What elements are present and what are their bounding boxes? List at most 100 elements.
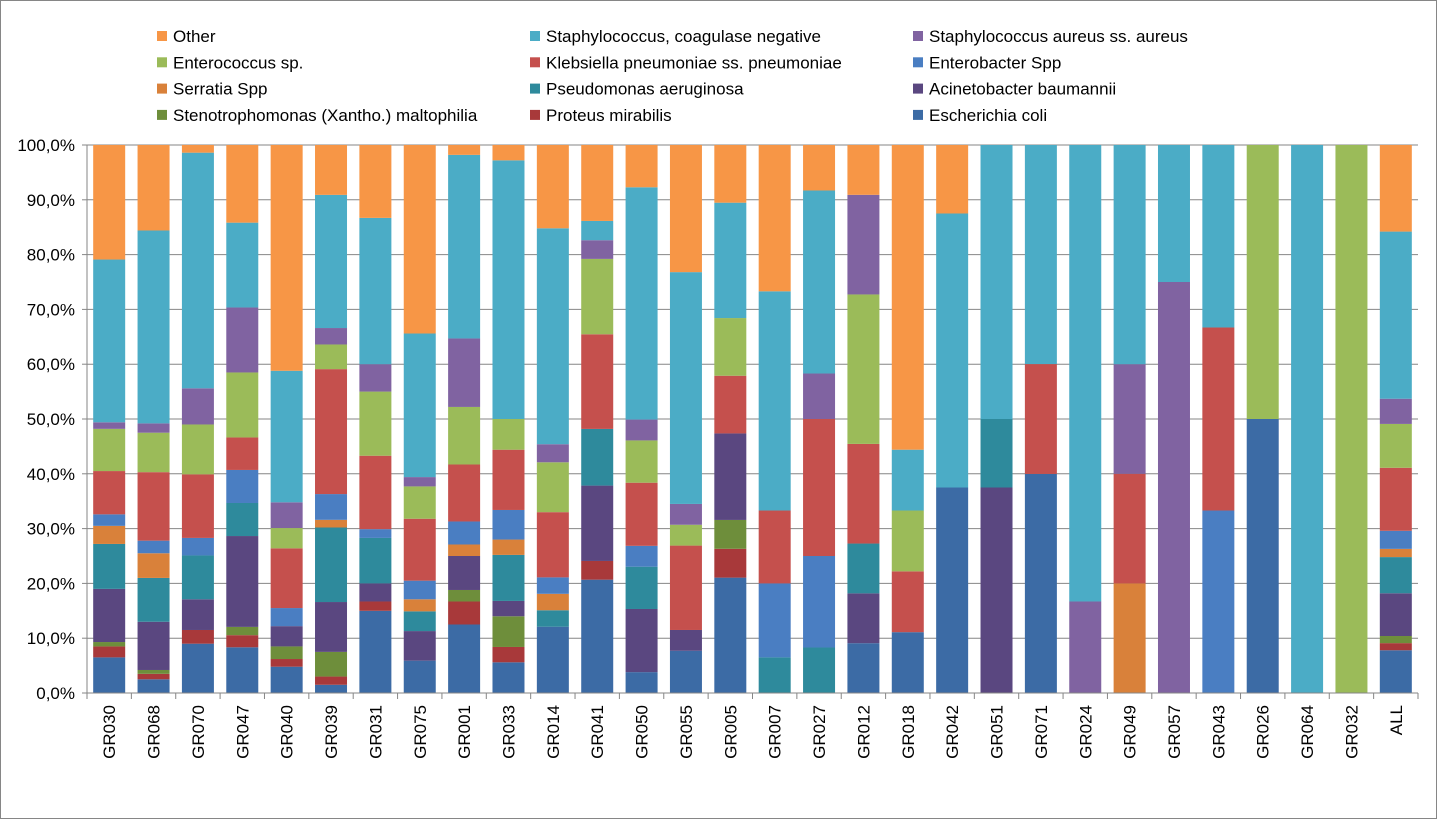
bar-segment	[980, 487, 1013, 693]
bar-segment	[181, 145, 214, 153]
bar-segment	[181, 152, 214, 389]
bar-segment	[625, 545, 658, 567]
bar-segment	[1069, 145, 1102, 602]
bar-segment	[536, 610, 569, 627]
x-tick-label: GR075	[411, 705, 430, 759]
bar-segment	[315, 494, 348, 520]
bar-segment	[847, 643, 880, 693]
bar-segment	[226, 372, 259, 438]
bar-segment	[181, 643, 214, 693]
bar-segment	[847, 294, 880, 444]
bar-segment	[359, 364, 392, 392]
y-tick-labels: 0,0% 10,0% 20,0% 30,0% 40,0% 50,0% 60,0% 70,0% 8…	[17, 136, 75, 703]
x-tick-label: GR051	[988, 705, 1007, 759]
bar-segment	[226, 626, 259, 636]
bar-segment	[536, 228, 569, 445]
bar-segment	[93, 514, 126, 526]
bar-segment	[137, 472, 170, 541]
bar-segment	[448, 406, 481, 465]
bar-segment	[758, 583, 791, 658]
x-tick-label: GR064	[1298, 705, 1317, 759]
bar-segment	[669, 503, 702, 525]
x-tick-label: GR030	[100, 705, 119, 759]
x-tick-label: GR018	[899, 705, 918, 759]
x-tick-label: ALL	[1387, 705, 1406, 735]
legend-swatch	[157, 83, 167, 94]
bar-segment	[891, 145, 924, 450]
x-tick-label: GR040	[278, 705, 297, 759]
bar-segment	[93, 422, 126, 429]
bar-segment	[492, 646, 525, 663]
bar-segment	[714, 145, 747, 203]
bar-segment	[714, 375, 747, 434]
legend-swatch	[157, 31, 167, 41]
legend-label: Proteus mirabilis	[546, 106, 672, 125]
bar-segment	[492, 600, 525, 617]
bar-segment	[1113, 364, 1146, 474]
bar-segment	[315, 684, 348, 693]
bar-segment	[359, 537, 392, 584]
bar-segment	[891, 449, 924, 511]
x-tick-label: GR070	[189, 705, 208, 759]
bar-segment	[137, 145, 170, 231]
bar-segment	[359, 610, 392, 693]
bar-segment	[403, 486, 436, 519]
bar-segment	[1335, 145, 1368, 693]
bar-segment	[1379, 650, 1412, 693]
bar-segment	[359, 601, 392, 611]
y-tick-label: 80,0%	[27, 246, 75, 265]
bar-segment	[93, 428, 126, 472]
bar-segment	[492, 419, 525, 450]
bar-segment	[448, 624, 481, 693]
bar-segment	[625, 672, 658, 693]
bar-segment	[980, 145, 1013, 419]
bar-segment	[803, 373, 836, 419]
bar-segment	[359, 583, 392, 602]
legend-label: Stenotrophomonas (Xantho.) maltophilia	[173, 106, 478, 125]
bar-segment	[1113, 473, 1146, 584]
bar-segment	[270, 608, 303, 627]
bar-segment	[403, 145, 436, 334]
bar-segment	[847, 443, 880, 544]
x-tick-label: GR050	[633, 705, 652, 759]
bar-segment	[359, 455, 392, 530]
x-tick-label: GR026	[1254, 705, 1273, 759]
bar-segment	[315, 519, 348, 528]
y-tick-label: 100,0%	[17, 136, 75, 155]
y-tick-label: 90,0%	[27, 191, 75, 210]
bar-segment	[758, 657, 791, 693]
bar-segment	[669, 545, 702, 630]
bar-segment	[1291, 145, 1324, 693]
bar-segment	[1246, 145, 1279, 419]
bar-segment	[581, 428, 614, 486]
bar-segment	[226, 307, 259, 373]
bar-segment	[492, 662, 525, 693]
bar-segment	[669, 145, 702, 273]
bar-segment	[536, 593, 569, 611]
bar-segment	[803, 419, 836, 556]
axes	[86, 145, 1419, 699]
y-tick-label: 40,0%	[27, 465, 75, 484]
bar-segment	[137, 621, 170, 670]
bar-segment	[359, 529, 392, 538]
bar-segment	[181, 599, 214, 630]
bar-segment	[448, 589, 481, 602]
bar-segment	[581, 485, 614, 561]
legend-swatch	[530, 83, 540, 94]
x-tick-label: GR039	[322, 705, 341, 759]
bar-segment	[625, 482, 658, 546]
bar-segment	[270, 528, 303, 549]
bar-segment	[536, 462, 569, 513]
bar-segment	[93, 471, 126, 515]
x-tick-label: GR005	[721, 705, 740, 759]
bar-segment	[315, 328, 348, 345]
legend-label: Serratia Spp	[173, 80, 268, 99]
bar-segment	[270, 626, 303, 647]
bar-segment	[137, 553, 170, 578]
bar-segment	[714, 548, 747, 578]
bar-segment	[1379, 423, 1412, 468]
bar-segment	[359, 391, 392, 456]
bar-segment	[581, 258, 614, 335]
bar-segment	[93, 145, 126, 260]
bar-segment	[315, 194, 348, 329]
